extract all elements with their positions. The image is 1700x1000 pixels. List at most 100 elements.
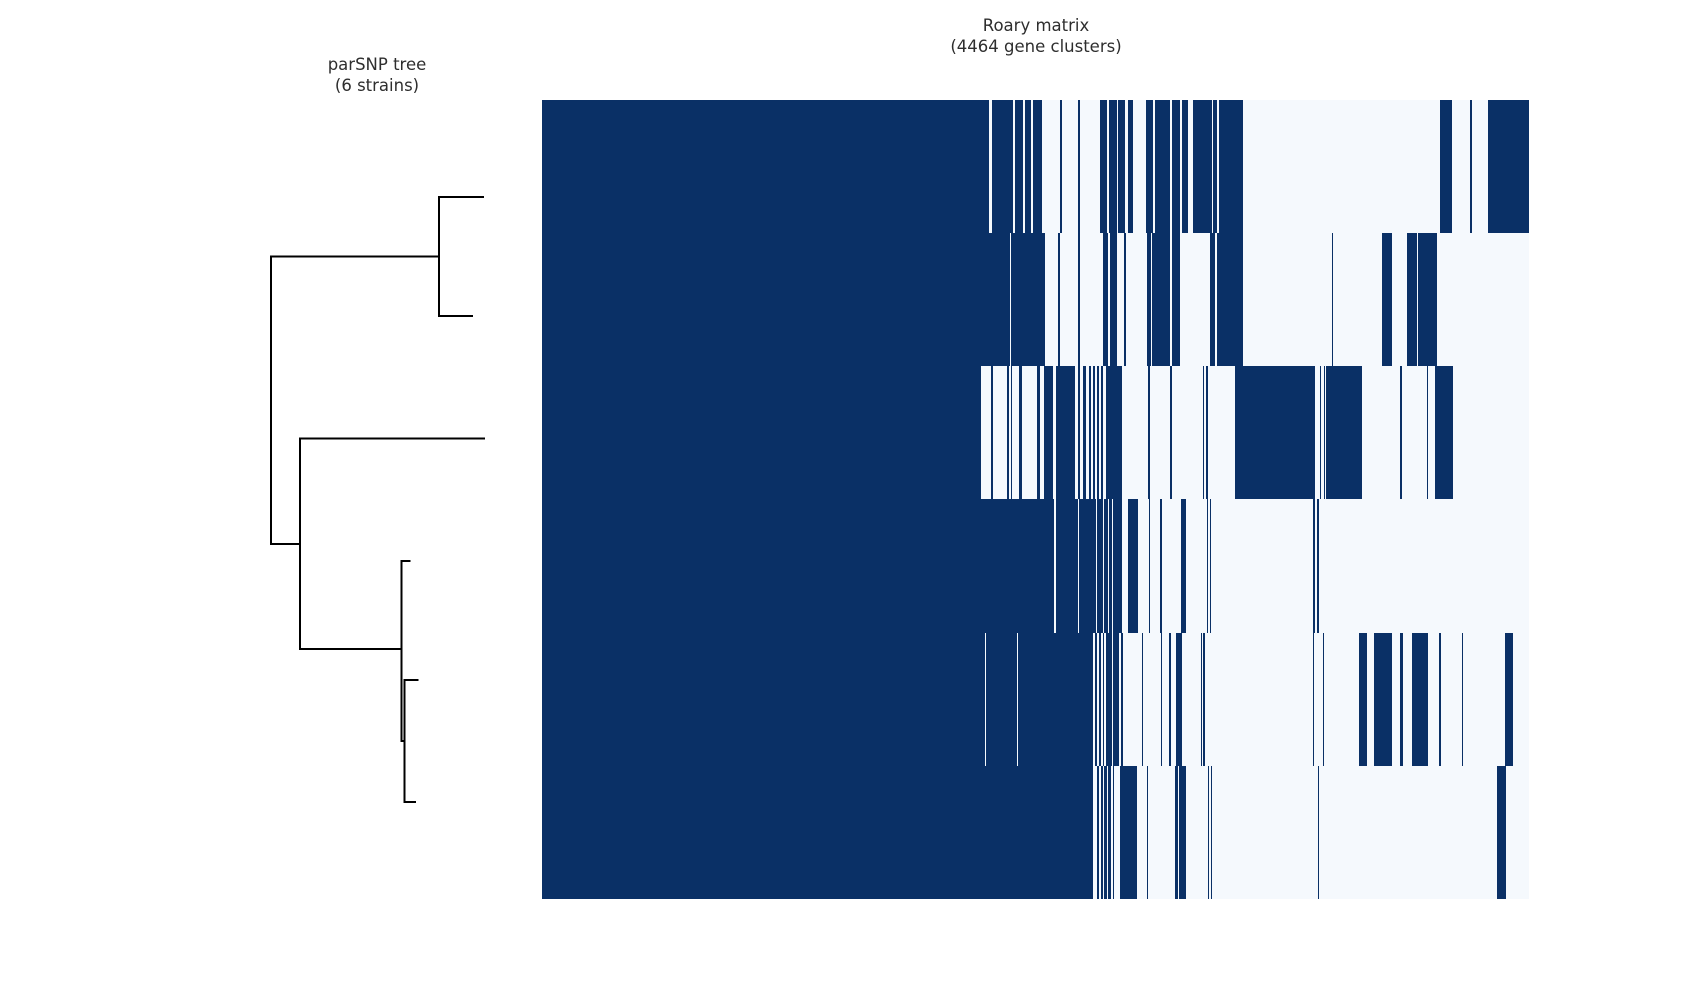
gene-presence-segment <box>1488 100 1529 234</box>
gene-presence-segment <box>1128 499 1138 633</box>
strain-row-6 <box>542 765 1529 899</box>
gene-presence-segment <box>1147 233 1151 367</box>
gene-presence-segment <box>1101 765 1103 899</box>
gene-matrix-heatmap <box>542 100 1529 899</box>
gene-presence-segment <box>991 366 993 500</box>
gene-presence-segment <box>1407 233 1417 367</box>
gene-presence-segment <box>1018 632 1093 766</box>
gene-presence-segment <box>1318 765 1319 899</box>
gene-presence-segment <box>1180 499 1186 633</box>
gene-presence-segment <box>1326 366 1362 500</box>
gene-presence-segment <box>1078 233 1080 367</box>
tree-title-line1: parSNP tree <box>327 55 427 74</box>
gene-presence-segment <box>1174 765 1178 899</box>
gene-presence-segment <box>1152 233 1170 367</box>
strain-row-1 <box>542 100 1529 234</box>
gene-presence-segment <box>1097 366 1099 500</box>
gene-presence-segment <box>1155 100 1170 234</box>
gene-presence-segment <box>1058 233 1060 367</box>
gene-presence-segment <box>1427 366 1428 500</box>
gene-presence-segment <box>1213 100 1217 234</box>
gene-presence-segment <box>1359 632 1367 766</box>
gene-presence-segment <box>1056 366 1075 500</box>
gene-presence-segment <box>1332 233 1333 367</box>
gene-presence-segment <box>1462 632 1463 766</box>
gene-presence-segment <box>1400 366 1402 500</box>
gene-presence-segment <box>1120 765 1137 899</box>
gene-presence-segment <box>1320 366 1322 500</box>
gene-presence-segment <box>1203 366 1204 500</box>
gene-presence-segment <box>1104 499 1108 633</box>
gene-presence-segment <box>1470 100 1472 234</box>
gene-presence-segment <box>1103 233 1108 367</box>
gene-presence-segment <box>1089 366 1091 500</box>
gene-presence-segment <box>1103 632 1104 766</box>
tree-title-line2: (6 strains) <box>334 75 420 95</box>
gene-presence-segment <box>1323 366 1325 500</box>
gene-presence-segment <box>1161 632 1162 766</box>
gene-presence-segment <box>992 100 1013 234</box>
gene-presence-segment <box>1176 632 1182 766</box>
gene-presence-segment <box>1317 499 1319 633</box>
gene-presence-segment <box>1400 632 1403 766</box>
gene-presence-segment <box>1019 366 1022 500</box>
gene-presence-segment <box>1149 499 1150 633</box>
gene-presence-segment <box>1109 499 1112 633</box>
gene-presence-segment <box>1207 499 1208 633</box>
gene-presence-segment <box>1011 233 1045 367</box>
gene-presence-segment <box>1113 632 1119 766</box>
gene-presence-segment <box>1078 100 1080 234</box>
gene-presence-segment <box>1201 632 1202 766</box>
gene-presence-segment <box>1439 632 1441 766</box>
strain-row-4 <box>542 499 1529 633</box>
gene-presence-segment <box>1147 765 1148 899</box>
gene-presence-segment <box>1101 366 1103 500</box>
gene-presence-segment <box>1109 100 1117 234</box>
gene-presence-segment <box>1078 366 1080 500</box>
gene-presence-segment <box>1313 632 1314 766</box>
gene-presence-segment <box>1142 632 1143 766</box>
gene-presence-segment <box>1146 100 1153 234</box>
gene-presence-segment <box>1011 366 1012 500</box>
gene-presence-segment <box>1106 632 1112 766</box>
gene-presence-segment <box>1192 100 1212 234</box>
gene-presence-segment <box>1083 366 1086 500</box>
gene-presence-segment <box>1118 100 1125 234</box>
strain-row-2 <box>542 233 1529 367</box>
gene-presence-segment <box>542 632 985 766</box>
gene-presence-segment <box>1110 233 1117 367</box>
gene-presence-segment <box>1079 499 1096 633</box>
gene-presence-segment <box>1060 100 1062 234</box>
gene-presence-segment <box>1113 765 1114 899</box>
matrix-title-line2: (4464 gene clusters) <box>950 36 1122 56</box>
gene-presence-segment <box>1313 499 1315 633</box>
gene-presence-segment <box>1121 632 1123 766</box>
gene-presence-segment <box>1435 366 1453 500</box>
gene-presence-segment <box>1056 499 1078 633</box>
strain-row-5 <box>542 632 1529 766</box>
gene-presence-segment <box>1037 366 1040 500</box>
gene-presence-segment <box>1124 233 1126 367</box>
gene-presence-segment <box>1170 366 1172 500</box>
gene-presence-segment <box>1172 100 1180 234</box>
gene-presence-segment <box>1128 100 1133 234</box>
gene-presence-segment <box>1108 765 1111 899</box>
gene-presence-segment <box>1113 499 1122 633</box>
gene-presence-segment <box>1235 366 1315 500</box>
gene-presence-segment <box>1497 765 1506 899</box>
gene-presence-segment <box>1169 632 1171 766</box>
gene-presence-segment <box>1025 100 1032 234</box>
gene-presence-segment <box>542 499 1054 633</box>
gene-presence-segment <box>1095 632 1097 766</box>
gene-presence-segment <box>1106 366 1122 500</box>
gene-presence-segment <box>1219 100 1243 234</box>
tree-title: parSNP tree (6 strains) <box>277 55 477 96</box>
gene-presence-segment <box>1323 632 1324 766</box>
gene-presence-segment <box>1505 632 1513 766</box>
gene-presence-segment <box>1217 233 1243 367</box>
gene-presence-segment <box>1374 632 1392 766</box>
gene-presence-segment <box>1210 499 1211 633</box>
gene-presence-segment <box>542 765 1093 899</box>
